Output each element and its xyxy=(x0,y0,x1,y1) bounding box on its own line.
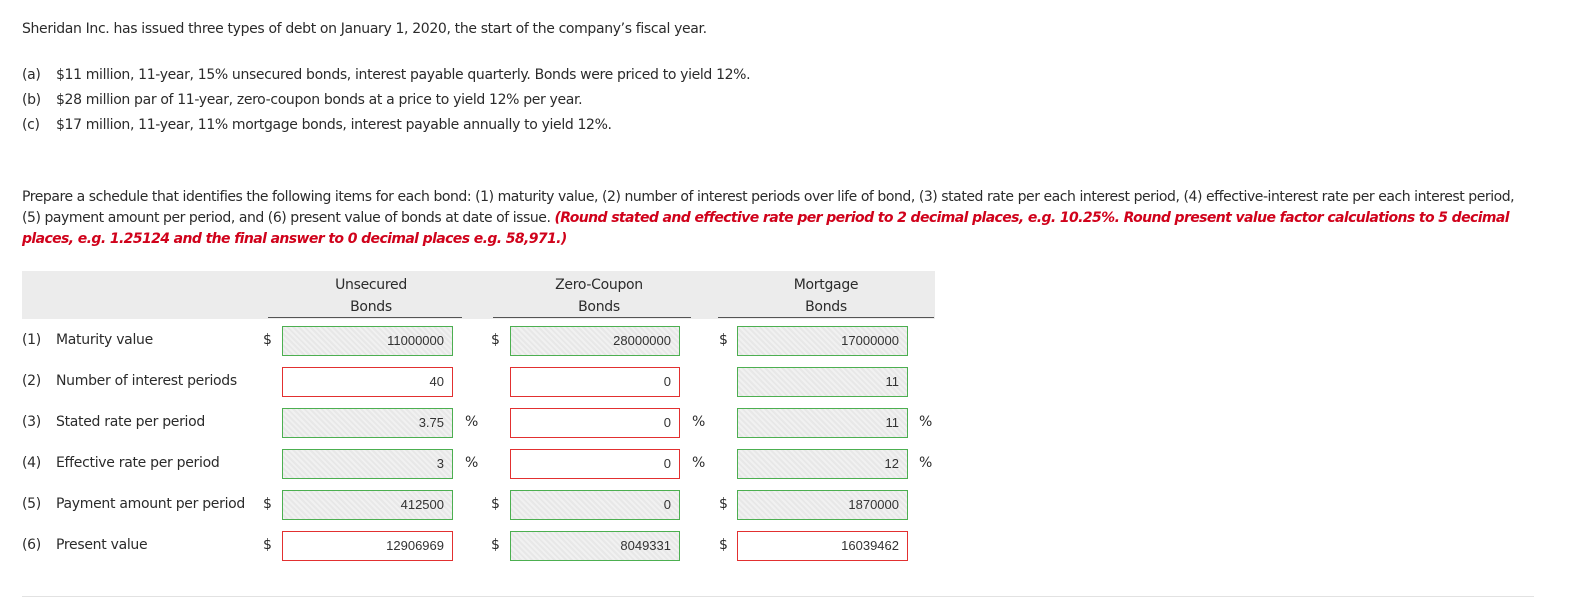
row-number: (2) xyxy=(22,373,41,389)
zero-coupon-interest-periods-input[interactable]: 0 xyxy=(510,367,680,397)
mortgage-stated-rate-input[interactable]: 11 xyxy=(737,408,908,438)
row-number: (1) xyxy=(22,332,41,348)
percent-sign: % xyxy=(692,414,706,430)
unsecured-stated-rate-input[interactable]: 3.75 xyxy=(282,408,453,438)
item-label: (c) xyxy=(22,117,40,133)
list-item: (c) $17 million, 11-year, 11% mortgage bo… xyxy=(22,117,750,142)
column-header-zero-coupon: Zero-Coupon Bonds xyxy=(510,274,688,318)
mortgage-maturity-value-input[interactable]: 17000000 xyxy=(737,326,908,356)
percent-sign: % xyxy=(465,455,479,471)
problem-intro: Sheridan Inc. has issued three types of … xyxy=(22,21,707,37)
unsecured-payment-amount-input[interactable]: 412500 xyxy=(282,490,453,520)
dollar-sign: $ xyxy=(719,332,728,348)
zero-coupon-present-value-input[interactable]: 8049331 xyxy=(510,531,680,561)
dollar-sign: $ xyxy=(491,496,500,512)
row-label-stated-rate: (3) Stated rate per period xyxy=(22,414,205,430)
zero-coupon-payment-amount-input[interactable]: 0 xyxy=(510,490,680,520)
percent-sign: % xyxy=(465,414,479,430)
row-label-effective-rate: (4) Effective rate per period xyxy=(22,455,220,471)
dollar-sign: $ xyxy=(719,496,728,512)
column-header-line: Unsecured xyxy=(335,277,407,293)
column-header-line: Bonds xyxy=(350,299,392,315)
row-number: (6) xyxy=(22,537,41,553)
dollar-sign: $ xyxy=(263,332,272,348)
row-text: Payment amount per period xyxy=(56,496,246,512)
item-label: (b) xyxy=(22,92,41,108)
row-text: Stated rate per period xyxy=(56,414,205,430)
row-text: Present value xyxy=(56,537,148,553)
column-header-line: Zero-Coupon xyxy=(555,277,643,293)
table-header-band xyxy=(22,271,935,319)
item-text: $28 million par of 11-year, zero-coupon … xyxy=(56,92,583,108)
row-label-present-value: (6) Present value xyxy=(22,537,148,553)
dollar-sign: $ xyxy=(263,496,272,512)
row-number: (4) xyxy=(22,455,41,471)
unsecured-present-value-input[interactable]: 12906969 xyxy=(282,531,453,561)
unsecured-effective-rate-input[interactable]: 3 xyxy=(282,449,453,479)
column-header-line: Mortgage xyxy=(793,277,859,293)
column-underline xyxy=(493,317,691,318)
column-header-line: Bonds xyxy=(805,299,847,315)
row-text: Maturity value xyxy=(56,332,153,348)
column-header-line: Bonds xyxy=(578,299,620,315)
rounding-instruction: (Round stated and effective rate per per… xyxy=(22,210,1510,247)
list-item: (a) $11 million, 11-year, 15% unsecured b… xyxy=(22,67,751,92)
column-underline xyxy=(268,317,462,318)
dollar-sign: $ xyxy=(491,537,500,553)
item-text: $17 million, 11-year, 11% mortgage bonds… xyxy=(56,117,612,133)
percent-sign: % xyxy=(919,455,933,471)
row-number: (5) xyxy=(22,496,41,512)
zero-coupon-maturity-value-input[interactable]: 28000000 xyxy=(510,326,680,356)
percent-sign: % xyxy=(692,455,706,471)
bottom-divider xyxy=(22,596,1534,597)
mortgage-present-value-input[interactable]: 16039462 xyxy=(737,531,908,561)
row-number: (3) xyxy=(22,414,41,430)
column-header-mortgage: Mortgage Bonds xyxy=(718,274,934,318)
mortgage-interest-periods-input[interactable]: 11 xyxy=(737,367,908,397)
row-label-interest-periods: (2) Number of interest periods xyxy=(22,373,237,389)
row-text: Effective rate per period xyxy=(56,455,220,471)
percent-sign: % xyxy=(919,414,933,430)
instructions: Prepare a schedule that identifies the f… xyxy=(22,187,1532,250)
mortgage-payment-amount-input[interactable]: 1870000 xyxy=(737,490,908,520)
unsecured-interest-periods-input[interactable]: 40 xyxy=(282,367,453,397)
zero-coupon-stated-rate-input[interactable]: 0 xyxy=(510,408,680,438)
instruction-text: Prepare a schedule that identifies the f… xyxy=(22,189,1515,226)
dollar-sign: $ xyxy=(263,537,272,553)
unsecured-maturity-value-input[interactable]: 11000000 xyxy=(282,326,453,356)
mortgage-effective-rate-input[interactable]: 12 xyxy=(737,449,908,479)
dollar-sign: $ xyxy=(491,332,500,348)
row-label-payment-amount: (5) Payment amount per period xyxy=(22,496,245,512)
list-item: (b) $28 million par of 11-year, zero-coup… xyxy=(22,92,750,117)
zero-coupon-effective-rate-input[interactable]: 0 xyxy=(510,449,680,479)
row-label-maturity-value: (1) Maturity value xyxy=(22,332,153,348)
item-text: $11 million, 11-year, 15% unsecured bond… xyxy=(56,67,751,83)
item-label: (a) xyxy=(22,67,41,83)
column-underline xyxy=(718,317,934,318)
dollar-sign: $ xyxy=(719,537,728,553)
bond-list: (a) $11 million, 11-year, 15% unsecured b… xyxy=(22,67,751,142)
column-header-unsecured: Unsecured Bonds xyxy=(282,274,460,318)
row-text: Number of interest periods xyxy=(56,373,237,389)
